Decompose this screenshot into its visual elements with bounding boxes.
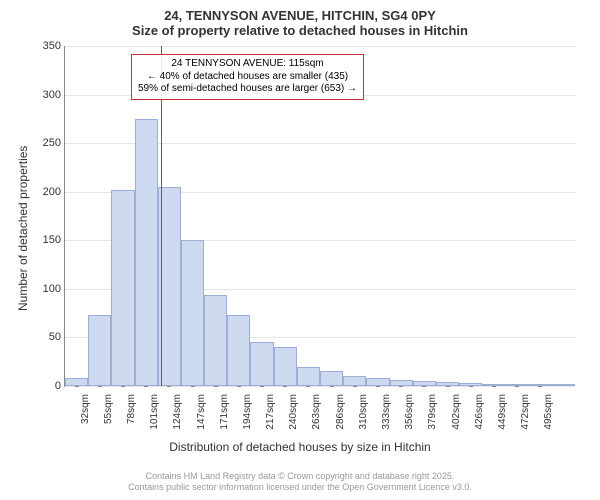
x-tick-mark xyxy=(98,386,102,387)
histogram-bar xyxy=(297,367,320,386)
x-tick-mark xyxy=(306,386,310,387)
x-tick-mark xyxy=(75,386,79,387)
gridline xyxy=(65,386,575,387)
attribution-line2: Contains public sector information licen… xyxy=(0,482,600,494)
gridline xyxy=(65,46,575,47)
histogram-bar xyxy=(88,315,111,386)
x-tick-label: 263sqm xyxy=(311,394,322,430)
y-tick-label: 0 xyxy=(55,380,61,392)
x-tick-label: 356sqm xyxy=(404,394,415,430)
y-tick-label: 50 xyxy=(49,331,61,343)
annotation-line: 24 TENNYSON AVENUE: 115sqm xyxy=(138,58,357,71)
x-tick-label: 240sqm xyxy=(288,394,299,430)
histogram-bar xyxy=(227,315,250,386)
histogram-bar xyxy=(250,342,273,386)
y-axis-label: Number of detached properties xyxy=(16,146,30,311)
x-tick-mark xyxy=(330,386,334,387)
histogram-bar xyxy=(274,347,297,386)
x-tick-mark xyxy=(237,386,241,387)
histogram-bar xyxy=(204,295,227,386)
x-tick-mark xyxy=(283,386,287,387)
histogram-bar xyxy=(111,190,134,386)
x-tick-label: 78sqm xyxy=(126,394,137,424)
x-tick-label: 194sqm xyxy=(242,394,253,430)
attribution-line1: Contains HM Land Registry data © Crown c… xyxy=(0,471,600,483)
x-tick-label: 147sqm xyxy=(196,394,207,430)
histogram-bar xyxy=(320,371,343,386)
x-tick-mark xyxy=(121,386,125,387)
histogram-bar xyxy=(65,378,88,386)
y-tick-label: 300 xyxy=(43,89,61,101)
x-tick-mark xyxy=(492,386,496,387)
histogram-bar xyxy=(181,240,204,386)
histogram-bar xyxy=(135,119,158,386)
x-tick-label: 286sqm xyxy=(335,394,346,430)
x-tick-mark xyxy=(144,386,148,387)
histogram-bar xyxy=(366,378,389,386)
x-tick-label: 333sqm xyxy=(381,394,392,430)
x-tick-mark xyxy=(515,386,519,387)
histogram-bar xyxy=(343,376,366,386)
chart-title-line2: Size of property relative to detached ho… xyxy=(0,23,600,38)
x-tick-mark xyxy=(399,386,403,387)
histogram-bar xyxy=(552,384,575,386)
x-tick-mark xyxy=(376,386,380,387)
x-tick-label: 449sqm xyxy=(497,394,508,430)
x-tick-mark xyxy=(422,386,426,387)
y-tick-label: 150 xyxy=(43,234,61,246)
y-tick-label: 200 xyxy=(43,186,61,198)
x-tick-label: 426sqm xyxy=(474,394,485,430)
x-tick-label: 402sqm xyxy=(451,394,462,430)
x-tick-mark xyxy=(446,386,450,387)
x-tick-mark xyxy=(469,386,473,387)
plot-area: 05010015020025030035032sqm55sqm78sqm101s… xyxy=(64,46,575,387)
x-tick-label: 101sqm xyxy=(149,394,160,430)
x-tick-label: 55sqm xyxy=(103,394,114,424)
x-tick-label: 217sqm xyxy=(265,394,276,430)
x-tick-label: 495sqm xyxy=(543,394,554,430)
x-axis-label: Distribution of detached houses by size … xyxy=(0,440,600,454)
x-tick-label: 472sqm xyxy=(520,394,531,430)
attribution-block: Contains HM Land Registry data © Crown c… xyxy=(0,471,600,494)
y-tick-label: 250 xyxy=(43,137,61,149)
x-tick-label: 124sqm xyxy=(172,394,183,430)
annotation-line: ← 40% of detached houses are smaller (43… xyxy=(138,71,357,84)
x-tick-label: 379sqm xyxy=(427,394,438,430)
x-tick-mark xyxy=(191,386,195,387)
x-tick-mark xyxy=(353,386,357,387)
y-tick-label: 350 xyxy=(43,40,61,52)
x-tick-label: 32sqm xyxy=(80,394,91,424)
x-tick-mark xyxy=(538,386,542,387)
x-tick-label: 310sqm xyxy=(358,394,369,430)
annotation-line: 59% of semi-detached houses are larger (… xyxy=(138,83,357,96)
x-tick-label: 171sqm xyxy=(219,394,230,430)
x-tick-mark xyxy=(167,386,171,387)
chart-title-line1: 24, TENNYSON AVENUE, HITCHIN, SG4 0PY xyxy=(0,8,600,23)
x-tick-mark xyxy=(260,386,264,387)
x-tick-mark xyxy=(214,386,218,387)
chart-title-block: 24, TENNYSON AVENUE, HITCHIN, SG4 0PY Si… xyxy=(0,0,600,38)
annotation-box: 24 TENNYSON AVENUE: 115sqm← 40% of detac… xyxy=(131,54,364,100)
y-tick-label: 100 xyxy=(43,283,61,295)
